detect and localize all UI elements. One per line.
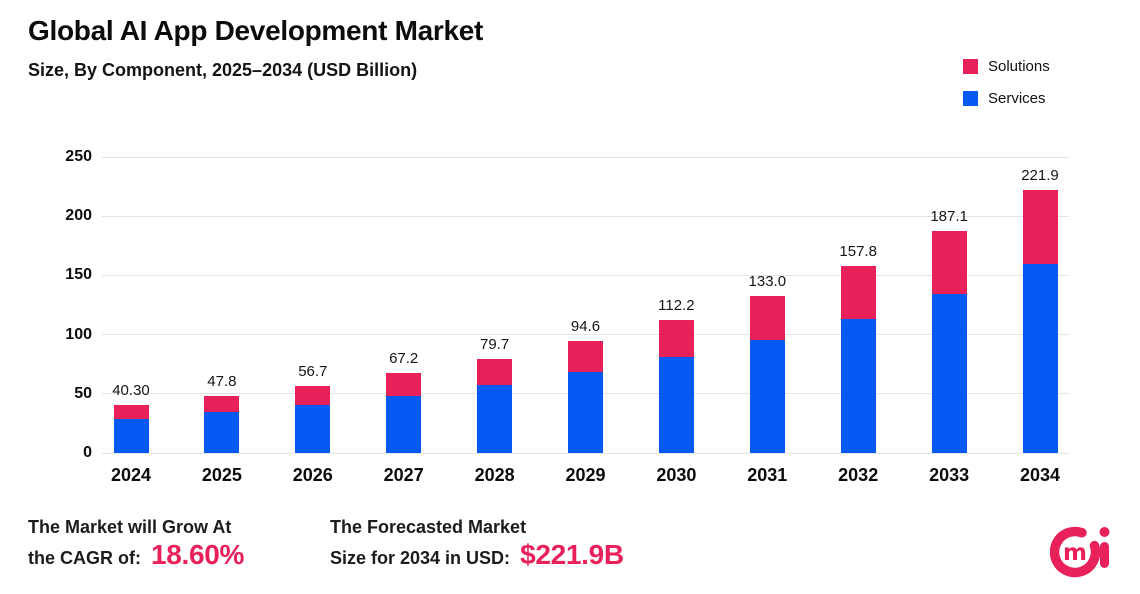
forecast-value: $221.9B — [520, 539, 624, 570]
y-tick-label: 100 — [65, 325, 92, 343]
grid-line — [102, 334, 1069, 336]
bar-group — [658, 320, 694, 453]
bar-group — [840, 266, 876, 453]
legend-swatch — [963, 90, 978, 106]
services-bar-segment — [204, 412, 240, 453]
stacked-bar-chart: 0 50 100 150 200 250 40.30 2024 47.8 2025 56.7 2026… — [65, 148, 1069, 485]
x-tick-label: 2025 — [201, 465, 242, 485]
bar-value-label: 56.7 — [298, 362, 328, 380]
bar-value-label: 40.30 — [112, 382, 150, 400]
page-subtitle: Size, By Component, 2025–2034 (USD Billi… — [28, 60, 418, 80]
bar-group — [749, 295, 785, 453]
y-tick-label: 50 — [74, 384, 92, 402]
solutions-bar-segment — [749, 295, 785, 340]
solutions-bar-segment — [840, 266, 876, 319]
x-tick-label: 2027 — [383, 465, 424, 485]
bar-group — [386, 373, 422, 453]
grid-line — [102, 274, 1069, 276]
services-bar-segment — [386, 395, 422, 453]
cmi-logo: m — [1049, 521, 1112, 584]
cagr-value: 18.60% — [150, 539, 245, 570]
bar-group — [568, 341, 603, 453]
bar-group — [931, 231, 967, 453]
bar-group — [204, 396, 240, 453]
services-bar-segment — [1022, 263, 1058, 453]
solutions-bar-segment — [1022, 190, 1058, 264]
x-tick-label: 2031 — [747, 465, 788, 485]
page-title: Global AI App Development Market — [28, 15, 484, 46]
solutions-bar-segment — [113, 405, 149, 419]
forecast-stat-line1: The Forecasted Market — [330, 517, 527, 537]
y-tick-label: 0 — [83, 444, 92, 461]
legend-item: Solutions — [963, 57, 1050, 75]
bar-value-label: 187.1 — [930, 208, 968, 226]
services-bar-segment — [295, 404, 331, 453]
grid-line — [102, 452, 1069, 454]
solutions-bar-segment — [386, 373, 422, 396]
legend-label: Solutions — [988, 57, 1050, 75]
x-tick-label: 2024 — [110, 465, 152, 485]
services-bar-segment — [113, 418, 149, 453]
solutions-bar-segment — [477, 358, 513, 386]
x-tick-label: 2034 — [1019, 465, 1061, 485]
services-bar-segment — [840, 318, 876, 453]
solutions-bar-segment — [658, 320, 694, 358]
bar-value-label: 112.2 — [658, 297, 695, 315]
bar-group — [477, 358, 513, 453]
grid-line — [102, 156, 1069, 158]
bar-value-label: 157.8 — [839, 243, 877, 261]
cagr-stat: The Market will Grow At the CAGR of: 18.… — [28, 514, 244, 572]
y-tick-label: 200 — [65, 207, 92, 225]
y-tick-label: 150 — [65, 266, 92, 284]
cagr-stat-line1: The Market will Grow At — [28, 517, 232, 537]
bar-value-label: 94.6 — [570, 318, 601, 335]
x-tick-label: 2030 — [656, 465, 697, 485]
solutions-bar-segment — [931, 231, 967, 294]
x-tick-label: 2029 — [565, 465, 606, 485]
cagr-stat-line2: the CAGR of: — [28, 548, 141, 568]
legend-item: Services — [963, 89, 1050, 107]
bar-group — [295, 385, 331, 453]
solutions-bar-segment — [568, 341, 603, 373]
bar-value-label: 67.2 — [389, 350, 419, 368]
bar-group — [113, 405, 149, 453]
forecast-stat: The Forecasted Market Size for 2034 in U… — [330, 514, 624, 572]
bar-value-label: 47.8 — [207, 373, 237, 391]
x-tick-label: 2028 — [474, 465, 515, 485]
solutions-bar-segment — [295, 385, 331, 405]
services-bar-segment — [477, 385, 513, 453]
legend-label: Services — [988, 89, 1046, 107]
solutions-bar-segment — [204, 396, 240, 413]
bar-group — [1022, 190, 1058, 453]
services-bar-segment — [931, 293, 967, 453]
y-tick-label: 250 — [65, 148, 92, 165]
bar-value-label: 133.0 — [748, 272, 787, 290]
services-bar-segment — [568, 372, 603, 453]
forecast-stat-line2: Size for 2034 in USD: — [330, 548, 511, 568]
svg-text:m: m — [1063, 540, 1087, 566]
cmi-logo-icon: m — [1049, 526, 1110, 578]
services-bar-segment — [658, 357, 694, 453]
legend-swatch — [963, 58, 978, 74]
x-tick-label: 2026 — [292, 465, 333, 485]
x-tick-label: 2033 — [929, 465, 970, 485]
bar-value-label: 221.9 — [1021, 167, 1059, 185]
services-bar-segment — [749, 339, 785, 453]
chart-legend: Solutions Services — [963, 58, 1050, 122]
grid-line — [102, 215, 1069, 217]
x-tick-label: 2032 — [838, 465, 879, 485]
bar-value-label: 79.7 — [479, 335, 510, 353]
